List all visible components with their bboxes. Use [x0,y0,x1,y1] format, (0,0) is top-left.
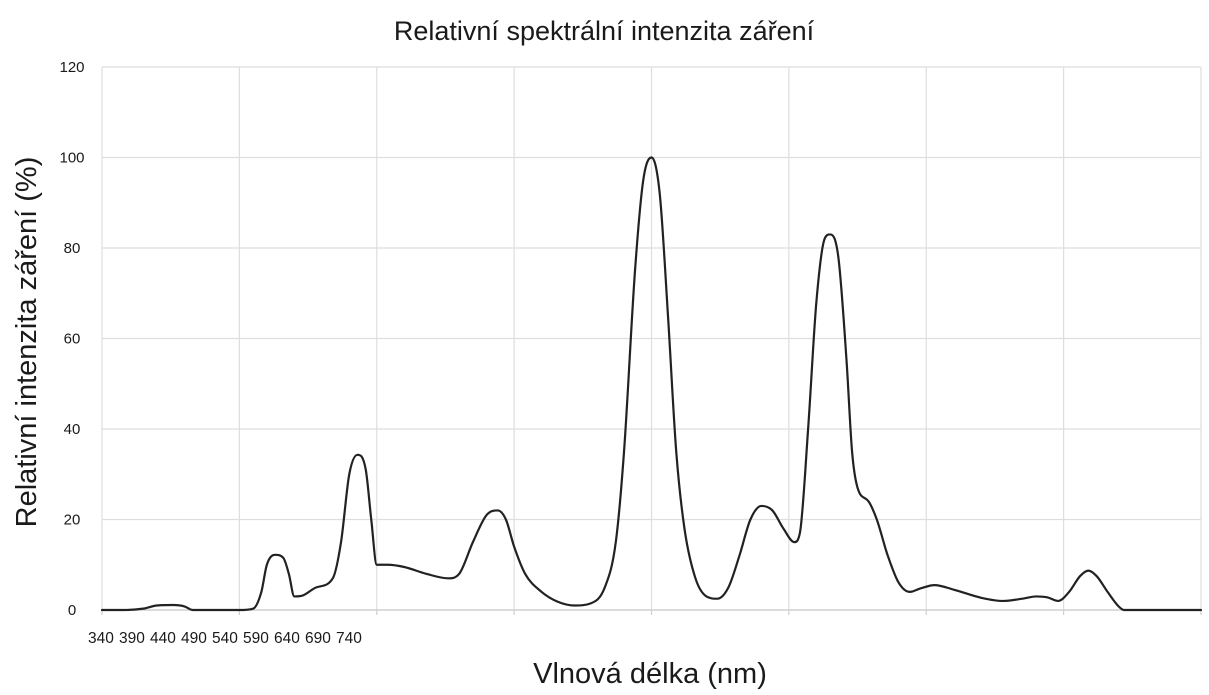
y-tick-label: 40 [64,421,81,438]
series-line [100,156,1203,612]
x-tick-label: 440 [150,630,176,647]
x-tick-label: 740 [336,630,362,647]
y-tick-label: 20 [64,512,81,529]
chart-title: Relativní spektrální intenzita záření [394,16,815,46]
axes [101,609,1202,615]
y-tick-label: 0 [68,602,76,619]
y-tick-labels: 0 20 40 60 80 100 120 [59,59,84,619]
x-tick-label: 590 [243,630,269,647]
grid [101,66,1202,610]
series [100,156,1203,612]
y-tick-label: 60 [64,331,81,348]
x-tick-label: 690 [305,630,331,647]
x-axis-label: Vlnová délka (nm) [533,658,767,690]
y-tick-label: 100 [59,150,84,167]
x-tick-labels: 340 390 440 490 540 590 640 690 740 [88,630,362,647]
x-tick-label: 540 [212,630,238,647]
x-tick-label: 640 [274,630,300,647]
x-tick-label: 490 [181,630,207,647]
y-tick-label: 120 [59,59,84,76]
x-tick-label: 340 [88,630,114,647]
y-tick-label: 80 [64,240,81,257]
x-tick-label: 390 [119,630,145,647]
y-axis-label: Relativní intenzita záření (%) [11,157,43,528]
